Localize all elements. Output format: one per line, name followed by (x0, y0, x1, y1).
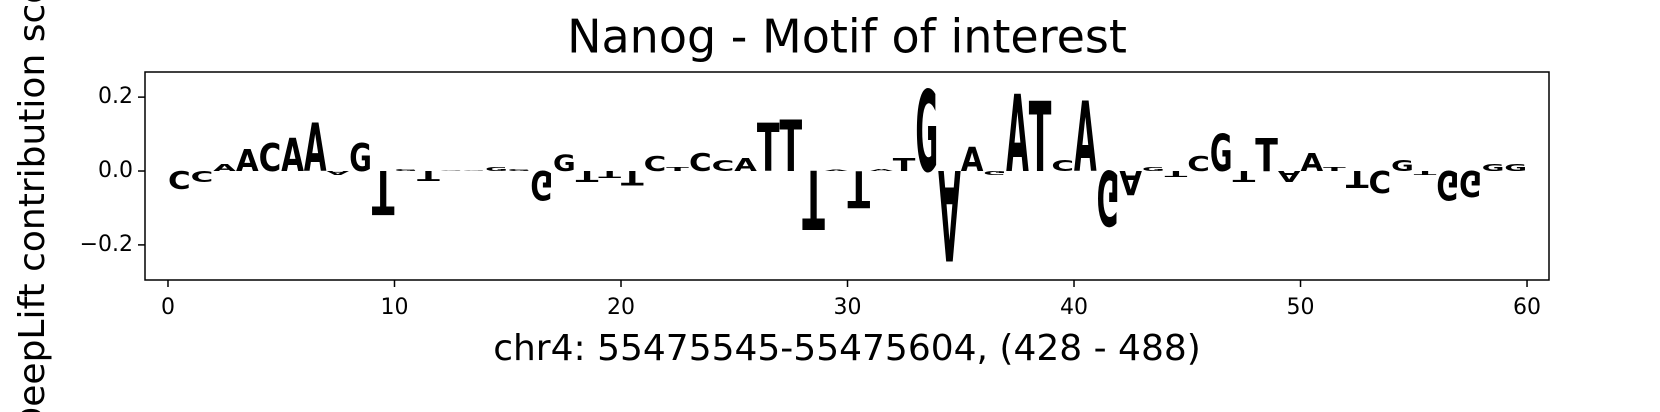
y-tick-label: −0.2 (80, 232, 133, 257)
logo-letter: G (1504, 162, 1527, 174)
logo-letter: C (689, 148, 712, 178)
logo-letter: G (485, 166, 508, 172)
logo-letter: T (848, 158, 871, 217)
logo-letter: A (327, 170, 351, 176)
logo-letter: A (1301, 149, 1325, 178)
logo-letter: T (780, 107, 803, 189)
logo-letter: G (1210, 124, 1233, 184)
logo-letter: T (598, 169, 621, 181)
logo-letter: T (666, 166, 690, 172)
logo-letter: C (1187, 153, 1210, 176)
y-tick-label: 0.0 (98, 158, 133, 183)
logo-letter: T (1414, 170, 1438, 176)
logo-letter: T (893, 155, 917, 176)
logo-letter: G (394, 169, 417, 172)
logo-letter: T (417, 168, 441, 184)
x-tick-label: 0 (161, 295, 175, 320)
logo-letter: T (757, 112, 780, 188)
logo-letter: A (938, 141, 961, 286)
x-tick-label: 50 (1287, 295, 1315, 320)
x-axis-label: chr4: 55475545-55475604, (428 - 488) (493, 328, 1201, 369)
logo-letter: G (440, 170, 463, 171)
logo-letter: G (349, 136, 372, 181)
logo-letter: T (1346, 165, 1369, 191)
logo-letter: C (644, 153, 667, 176)
y-tick-label: 0.2 (98, 84, 133, 109)
logo-letter: T (576, 167, 599, 185)
logo-letter: C (1368, 163, 1391, 198)
x-tick-label: 30 (834, 295, 862, 320)
logo-letter: G (1459, 162, 1482, 202)
logo-letter: T (1233, 167, 1256, 185)
logo-letter: A (1278, 167, 1301, 185)
logo-letter: A (734, 155, 757, 176)
logo-letter: G (1436, 160, 1459, 207)
logo-letter: C (191, 167, 214, 185)
logo-letter: A (961, 141, 984, 179)
x-tick-label: 20 (607, 295, 635, 320)
logo-letter: A (1119, 163, 1142, 201)
logo-letter: A (213, 162, 236, 174)
logo-letter: G (1391, 157, 1414, 175)
logo-letter: A (1006, 74, 1029, 197)
logo-letter: G (553, 151, 576, 176)
logo-letter: A (281, 129, 304, 183)
logo-letter: T (802, 151, 825, 245)
logo-letter: T (1029, 81, 1052, 193)
logo-letter: G (915, 69, 938, 198)
x-tick-label: 10 (380, 295, 408, 320)
logo-letter: G (1097, 152, 1120, 240)
logo-letter: G (1482, 162, 1505, 174)
logo-letter: A (870, 169, 893, 172)
logo-letter: G (983, 170, 1006, 176)
logo-letter: A (825, 170, 848, 172)
logo-letter: A (236, 144, 259, 180)
logo-letter: G (1142, 166, 1165, 172)
logo-letter: T (1255, 130, 1278, 183)
logo-letters: C C A A C A A A G T G T G G G G G G T T TC T C C A T TT A T A T GA A G A T C… (168, 69, 1527, 285)
logo-letter: C (1051, 157, 1074, 175)
logo-letter: T (1165, 169, 1188, 178)
x-tick-label: 40 (1060, 295, 1088, 320)
logo-letter: A (1074, 82, 1097, 194)
logo-letter: T (621, 166, 644, 188)
logo-letter: G (462, 170, 485, 171)
logo-letter: A (304, 112, 327, 188)
chart-title: Nanog - Motif of interest (567, 10, 1127, 64)
logo-letter: T (372, 156, 395, 227)
logo-letter: G (508, 169, 531, 172)
x-tick-label: 60 (1513, 295, 1541, 320)
logo-letter: T (1323, 166, 1347, 172)
y-axis-label: DeepLift contribution score (12, 0, 53, 412)
logo-letter: C (259, 137, 282, 181)
logo-letter: C (168, 165, 191, 195)
logo-letter: C (712, 157, 735, 175)
logo-letter: G (530, 160, 553, 207)
